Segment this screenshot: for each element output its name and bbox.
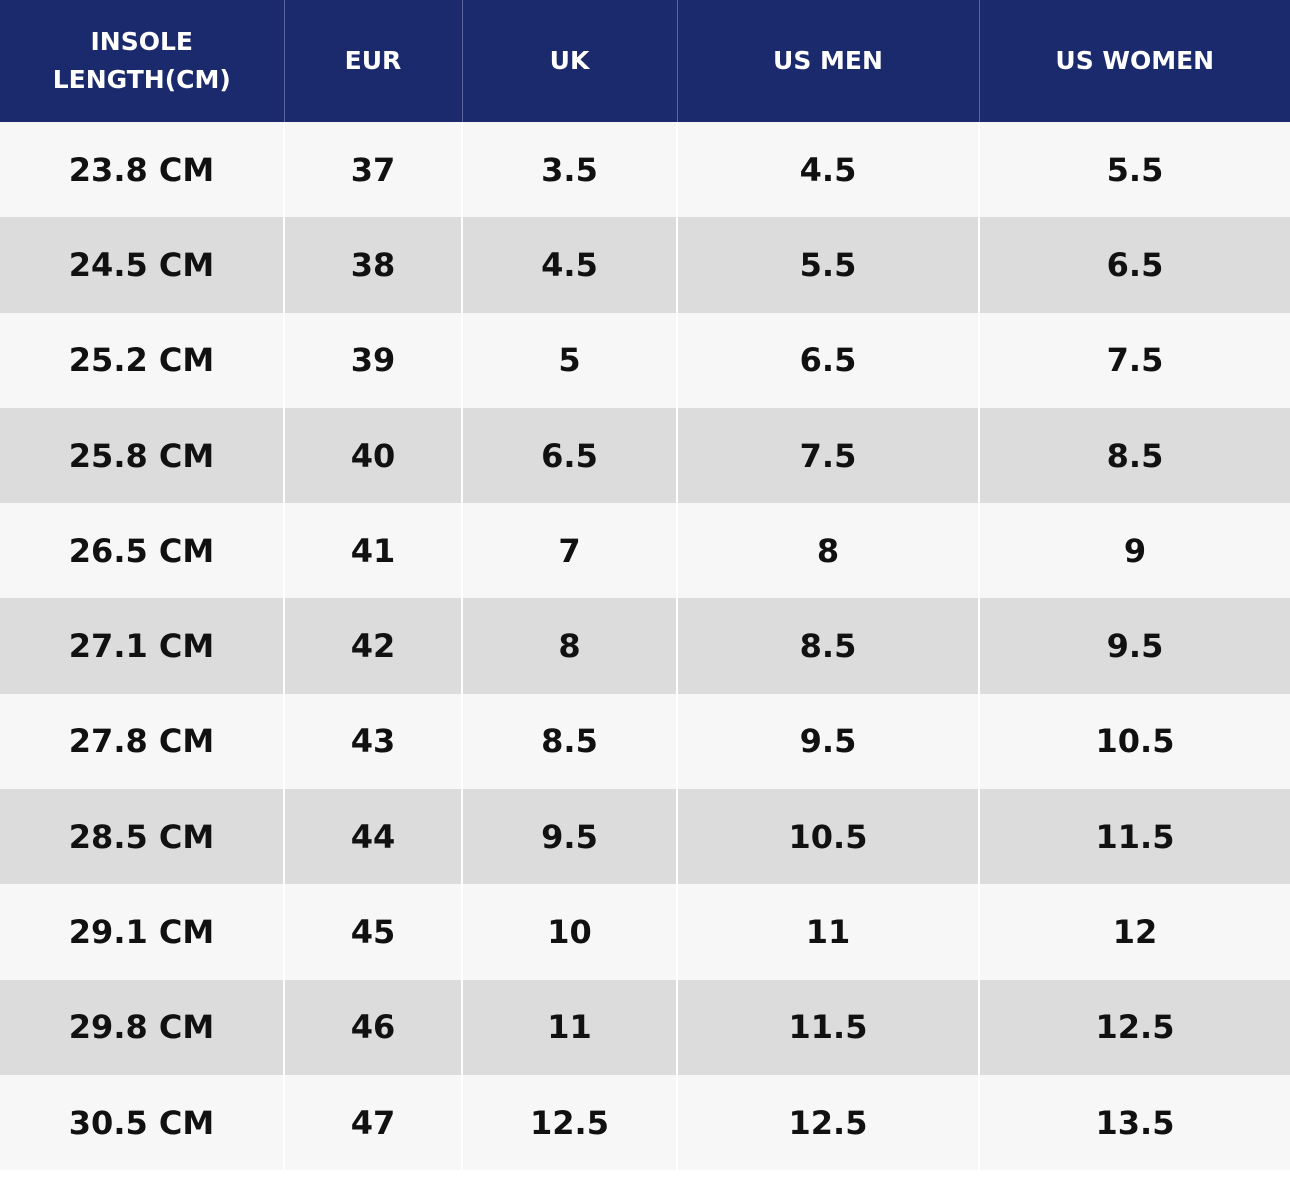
table-cell: 4.5	[462, 217, 678, 313]
table-cell: 28.5 CM	[0, 789, 285, 885]
table-cell: 5	[462, 312, 678, 408]
column-header: US WOMEN	[979, 0, 1290, 122]
table-cell: 25.2 CM	[0, 312, 285, 408]
table-row: 29.1 CM 45 10 11 12	[0, 884, 1290, 980]
table-row: 27.8 CM 43 8.5 9.5 10.5	[0, 693, 1290, 790]
table-cell: 3.5	[462, 122, 678, 218]
table-cell: 30.5 CM	[0, 1074, 285, 1171]
table-cell: 8	[462, 598, 678, 694]
table-row: 28.5 CM 44 9.5 10.5 11.5	[0, 789, 1290, 885]
table-cell: 29.1 CM	[0, 884, 285, 980]
table-row: 23.8 CM 37 3.5 4.5 5.5	[0, 122, 1290, 218]
column-header: US MEN	[677, 0, 980, 122]
table-cell: 7	[462, 503, 678, 599]
table-body: 23.8 CM 37 3.5 4.5 5.5 24.5 CM 38 4.5 5.5 6.5 25.2…	[0, 122, 1290, 1171]
table-cell: 9	[979, 503, 1290, 599]
table-row: 25.8 CM 40 6.5 7.5 8.5	[0, 407, 1290, 504]
table-cell: 12.5	[979, 979, 1290, 1075]
table-cell: 44	[284, 789, 463, 885]
table-row: 30.5 CM 47 12.5 12.5 13.5	[0, 1074, 1290, 1171]
table-cell: 10.5	[677, 789, 980, 885]
table-cell: 40	[284, 407, 463, 504]
table-cell: 47	[284, 1074, 463, 1171]
table-cell: 39	[284, 312, 463, 408]
table-cell: 27.1 CM	[0, 598, 285, 694]
table-cell: 46	[284, 979, 463, 1075]
table-cell: 6.5	[979, 217, 1290, 313]
table-cell: 12	[979, 884, 1290, 980]
header-row: INSOLE LENGTH(CM) EUR UK US MEN US WOMEN	[0, 0, 1290, 122]
table-cell: 7.5	[677, 407, 980, 504]
table-cell: 9.5	[979, 598, 1290, 694]
table-cell: 10	[462, 884, 678, 980]
column-header: UK	[462, 0, 678, 122]
table-cell: 23.8 CM	[0, 122, 285, 218]
table-cell: 11	[462, 979, 678, 1075]
table-cell: 43	[284, 693, 463, 790]
table-cell: 42	[284, 598, 463, 694]
table-cell: 26.5 CM	[0, 503, 285, 599]
table-cell: 11.5	[677, 979, 980, 1075]
table-cell: 37	[284, 122, 463, 218]
table-cell: 24.5 CM	[0, 217, 285, 313]
table-row: 27.1 CM 42 8 8.5 9.5	[0, 598, 1290, 694]
table-cell: 45	[284, 884, 463, 980]
table-cell: 8.5	[979, 407, 1290, 504]
table-row: 24.5 CM 38 4.5 5.5 6.5	[0, 217, 1290, 313]
column-header: INSOLE LENGTH(CM)	[0, 0, 285, 122]
table-row: 29.8 CM 46 11 11.5 12.5	[0, 979, 1290, 1075]
table-cell: 5.5	[677, 217, 980, 313]
table-cell: 6.5	[677, 312, 980, 408]
table-cell: 6.5	[462, 407, 678, 504]
table-row: 25.2 CM 39 5 6.5 7.5	[0, 312, 1290, 408]
table-row: 26.5 CM 41 7 8 9	[0, 503, 1290, 599]
table-cell: 11	[677, 884, 980, 980]
table-cell: 12.5	[462, 1074, 678, 1171]
table-cell: 38	[284, 217, 463, 313]
table-cell: 4.5	[677, 122, 980, 218]
column-header: EUR	[284, 0, 463, 122]
table-cell: 12.5	[677, 1074, 980, 1171]
table-cell: 8.5	[677, 598, 980, 694]
table-cell: 9.5	[462, 789, 678, 885]
table-cell: 10.5	[979, 693, 1290, 790]
table-cell: 7.5	[979, 312, 1290, 408]
table-cell: 8.5	[462, 693, 678, 790]
table-cell: 9.5	[677, 693, 980, 790]
table-cell: 25.8 CM	[0, 407, 285, 504]
table-cell: 27.8 CM	[0, 693, 285, 790]
table-cell: 41	[284, 503, 463, 599]
table-cell: 13.5	[979, 1074, 1290, 1171]
table-cell: 5.5	[979, 122, 1290, 218]
table-cell: 11.5	[979, 789, 1290, 885]
table-cell: 8	[677, 503, 980, 599]
table-cell: 29.8 CM	[0, 979, 285, 1075]
